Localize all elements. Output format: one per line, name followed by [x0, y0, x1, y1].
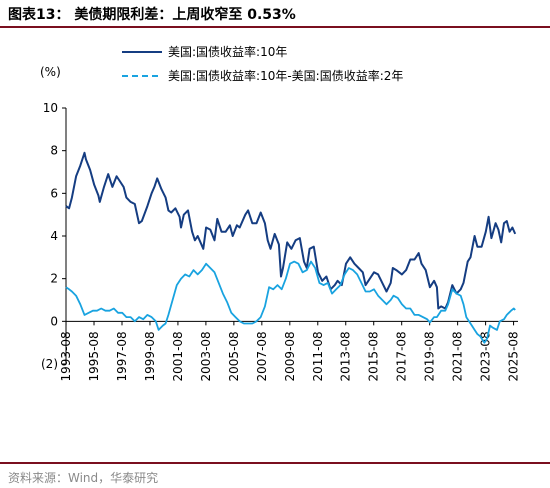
x-tick-label: 2021-08	[451, 331, 465, 381]
x-tick-label: 2001-08	[171, 331, 185, 381]
x-tick-label: 1999-08	[143, 331, 157, 381]
y-axis-ticks: 10 8 6 4 2 0 (2)	[41, 101, 66, 371]
legend-label-2: 美国:国债收益率:10年-美国:国债收益率:2年	[168, 68, 403, 83]
y-tick-label: 0	[50, 314, 58, 328]
x-tick-label: 2019-08	[423, 331, 437, 381]
x-tick-label: 2007-08	[255, 331, 269, 381]
title-bar: 图表13： 美债期限利差：上周收窄至 0.53%	[0, 0, 550, 26]
x-tick-label: 2017-08	[395, 331, 409, 381]
y-tick-label: 8	[50, 144, 58, 158]
x-tick-label: 2015-08	[367, 331, 381, 381]
x-tick-label: 1995-08	[87, 331, 101, 381]
series-line-2	[65, 260, 516, 344]
chart-title: 图表13： 美债期限利差：上周收窄至 0.53%	[8, 7, 296, 23]
x-tick-label: 2009-08	[283, 331, 297, 381]
x-tick-label: 2003-08	[199, 331, 213, 381]
x-tick-label: 2013-08	[339, 331, 353, 381]
x-tick-label: 1993-08	[59, 331, 73, 381]
y-tick-label: 2	[50, 272, 58, 286]
legend-label-1: 美国:国债收益率:10年	[168, 44, 287, 59]
x-tick-label: 2011-08	[311, 331, 325, 381]
y-axis-unit-label: (%)	[40, 65, 61, 79]
axes	[65, 108, 518, 364]
title-rule	[0, 26, 550, 28]
y-tick-label: (2)	[41, 357, 58, 371]
x-tick-label: 1997-08	[115, 331, 129, 381]
y-tick-label: 6	[50, 186, 58, 200]
series-lines	[65, 151, 517, 344]
series-line-1	[65, 151, 517, 310]
x-tick-label: 2025-08	[507, 331, 521, 381]
x-tick-label: 2023-08	[479, 331, 493, 381]
y-tick-label: 4	[50, 229, 58, 243]
x-axis-ticks: 1993-08 1995-08 1997-08 1999-08 2001-08 2003-…	[59, 321, 521, 381]
y-tick-label: 10	[43, 101, 58, 115]
source-rule	[0, 462, 550, 464]
x-tick-label: 2005-08	[227, 331, 241, 381]
source-note: 资料来源：Wind，华泰研究	[8, 471, 159, 485]
